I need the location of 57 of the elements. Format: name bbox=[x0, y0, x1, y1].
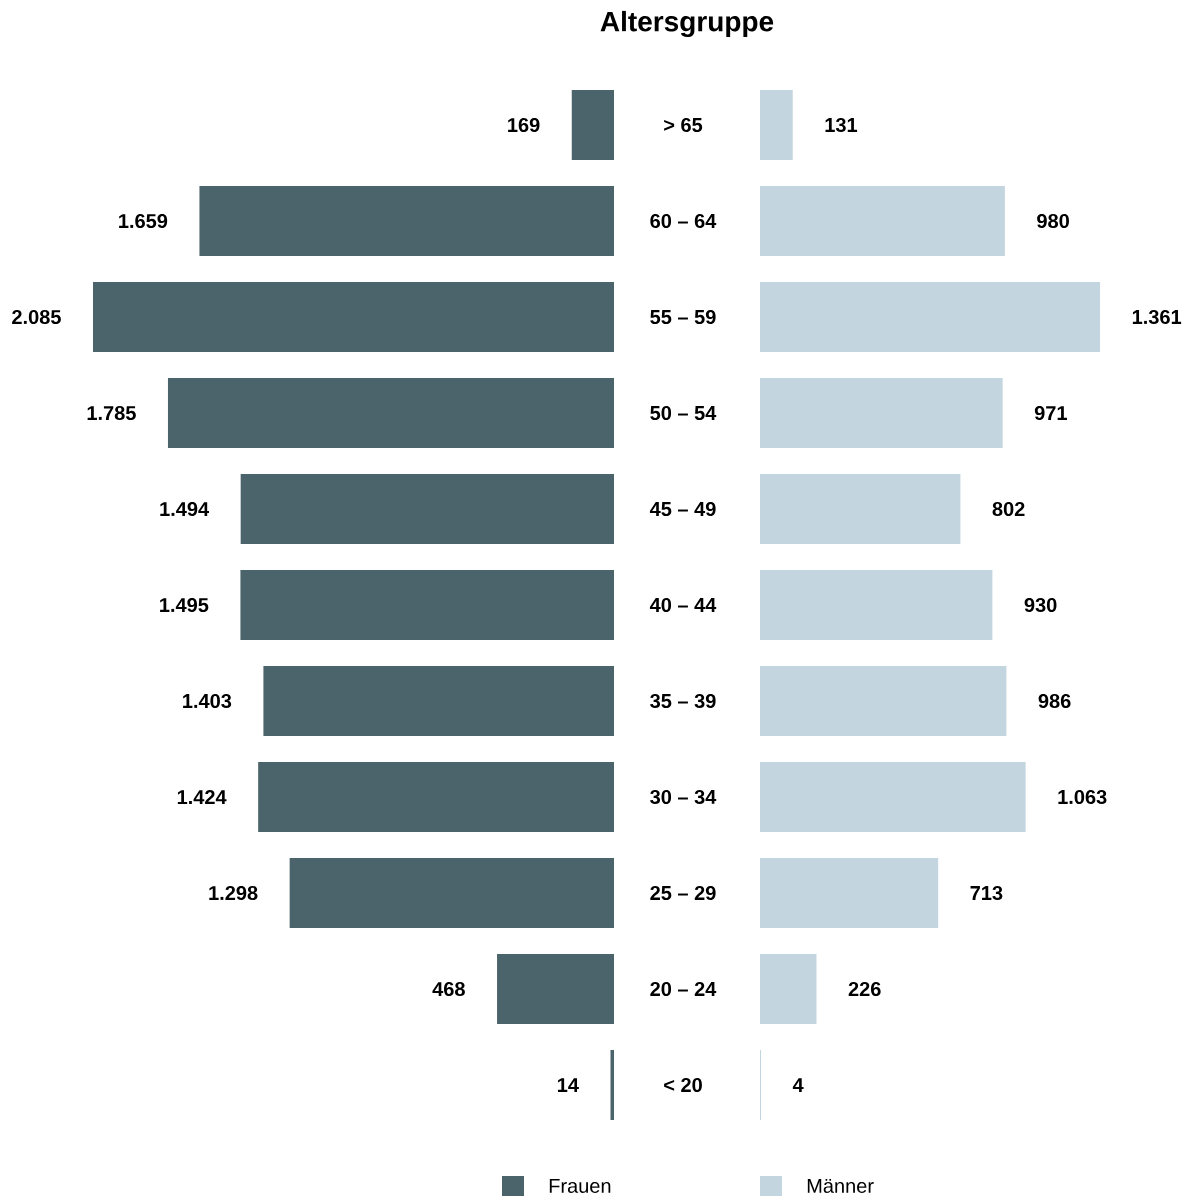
data-label: 1.298 bbox=[209, 885, 258, 901]
data-label: 1.494 bbox=[160, 501, 210, 517]
data-label: 1.403 bbox=[183, 693, 232, 709]
bar bbox=[760, 474, 961, 544]
data-label: 169 bbox=[508, 117, 540, 133]
legend-label: Frauen bbox=[549, 1179, 611, 1193]
data-label: 1.063 bbox=[1058, 789, 1107, 805]
bar bbox=[760, 282, 1101, 352]
bar bbox=[258, 762, 614, 833]
bar bbox=[760, 90, 793, 160]
y-tick-label: 30 – 34 bbox=[650, 789, 717, 805]
data-label: 986 bbox=[1038, 693, 1071, 709]
y-tick-label: 55 – 59 bbox=[650, 309, 716, 325]
bar bbox=[199, 186, 614, 257]
bar bbox=[610, 1050, 614, 1121]
data-label: 713 bbox=[970, 885, 1003, 901]
data-label: 971 bbox=[1034, 405, 1067, 421]
y-tick-label: > 65 bbox=[664, 117, 703, 133]
y-tick-label: 60 – 64 bbox=[650, 213, 717, 229]
bar bbox=[263, 666, 614, 737]
data-label: 802 bbox=[992, 501, 1025, 517]
data-label: 1.659 bbox=[119, 213, 168, 229]
bar bbox=[760, 570, 993, 641]
y-tick-label: < 20 bbox=[664, 1077, 702, 1093]
data-label: 930 bbox=[1024, 597, 1057, 613]
bar bbox=[760, 858, 939, 929]
data-label: 131 bbox=[825, 117, 858, 133]
y-tick-label: 20 – 24 bbox=[650, 981, 717, 997]
data-label: 1.361 bbox=[1132, 309, 1182, 325]
bar bbox=[289, 858, 614, 929]
data-label: 2.085 bbox=[12, 309, 61, 325]
bar bbox=[497, 954, 614, 1025]
y-tick-label: 35 – 39 bbox=[650, 693, 716, 709]
bar bbox=[760, 186, 1005, 257]
y-tick-label: 40 – 44 bbox=[649, 597, 717, 613]
bar bbox=[240, 474, 614, 544]
data-label: 1.495 bbox=[160, 597, 209, 613]
bar bbox=[760, 762, 1026, 833]
data-label: 14 bbox=[557, 1078, 579, 1092]
bar bbox=[571, 90, 614, 160]
bar bbox=[760, 954, 817, 1025]
bar bbox=[760, 666, 1007, 737]
legend-label: Männer bbox=[807, 1179, 874, 1193]
bar bbox=[240, 570, 614, 641]
y-tick-label: 45 – 49 bbox=[649, 501, 716, 517]
data-label: 980 bbox=[1037, 213, 1069, 229]
data-label: 4 bbox=[792, 1078, 804, 1092]
y-tick-label: 25 – 29 bbox=[650, 885, 716, 901]
data-label: 1.785 bbox=[87, 405, 136, 421]
data-label: 1.424 bbox=[177, 790, 227, 804]
bar bbox=[760, 378, 1003, 449]
bar bbox=[92, 282, 614, 352]
bar bbox=[167, 378, 614, 449]
y-tick-label: 50 – 54 bbox=[650, 405, 717, 421]
text: Altersgruppe bbox=[600, 10, 774, 38]
data-label: 468 bbox=[432, 981, 465, 997]
data-label: 226 bbox=[848, 981, 881, 997]
